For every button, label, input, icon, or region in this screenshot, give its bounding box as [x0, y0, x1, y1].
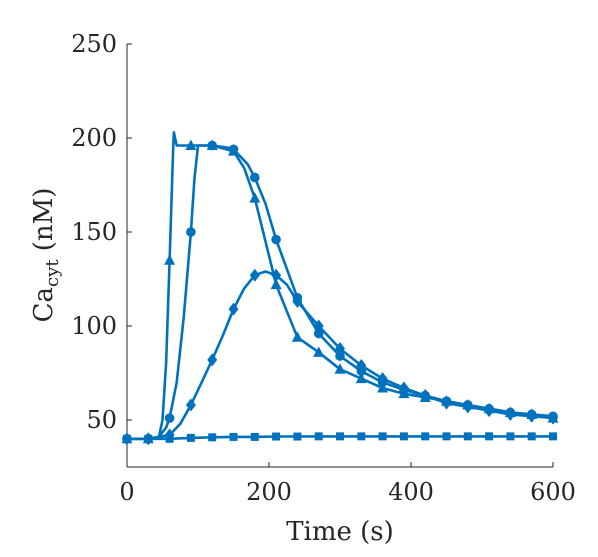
y-ticks: 50 100 150 200 250 — [71, 30, 132, 434]
y-tick-label: 250 — [71, 30, 117, 58]
data-point-circle — [228, 144, 239, 155]
data-point-circle — [250, 172, 260, 183]
y-tick-label: 50 — [86, 406, 117, 434]
y-axis-title-unit: (nM) — [29, 188, 59, 260]
data-point-square — [336, 432, 344, 441]
data-point-diamond — [335, 342, 345, 356]
data-point-triangle — [313, 346, 325, 357]
data-point-square — [485, 432, 494, 441]
y-tick-label: 200 — [71, 124, 117, 152]
data-point-circle — [335, 351, 345, 361]
y-axis-title-subscript: cyt — [42, 259, 63, 287]
data-point-square — [399, 432, 408, 441]
y-axis-title-main: Ca — [29, 287, 59, 322]
data-point-circle — [164, 413, 175, 423]
data-point-square — [293, 432, 302, 441]
data-point-square — [186, 433, 195, 442]
data-point-diamond — [548, 411, 558, 425]
data-point-diamond — [185, 398, 196, 412]
data-point-diamond — [462, 400, 473, 414]
data-point-circle — [207, 140, 217, 151]
data-point-diamond — [271, 268, 282, 282]
data-point-square — [250, 432, 259, 441]
data-point-triangle — [164, 254, 176, 265]
data-point-square — [165, 434, 174, 443]
y-tick-label: 150 — [71, 218, 117, 246]
x-ticks: 0 200 400 600 — [119, 462, 576, 506]
data-point-triangle — [334, 363, 346, 374]
data-point-triangle — [291, 331, 303, 342]
x-tick-label: 0 — [119, 478, 134, 506]
data-point-triangle — [270, 278, 282, 290]
x-axis-title: Time (s) — [286, 517, 394, 547]
data-point-diamond — [313, 319, 324, 333]
data-point-square — [229, 432, 238, 441]
data-point-square — [506, 432, 515, 441]
data-point-triangle — [249, 192, 261, 203]
series-square — [123, 432, 557, 443]
data-point-diamond — [356, 358, 367, 372]
data-point-square — [442, 432, 451, 441]
data-point-square — [463, 432, 472, 441]
axes — [126, 44, 553, 468]
data-point-square — [357, 432, 366, 441]
series-circle — [122, 140, 558, 444]
data-point-diamond — [398, 381, 409, 395]
data-point-diamond — [505, 407, 516, 421]
data-point-circle — [271, 234, 281, 245]
data-point-square — [144, 434, 153, 443]
data-point-square — [272, 432, 281, 441]
data-point-circle — [186, 227, 196, 237]
data-point-triangle — [185, 139, 197, 151]
data-point-diamond — [441, 396, 452, 410]
data-point-square — [549, 432, 557, 441]
series-line-diamond — [125, 270, 555, 441]
data-point-square — [527, 432, 536, 441]
data-point-diamond — [484, 404, 495, 418]
data-point-diamond — [207, 353, 218, 367]
series-line-circle — [125, 144, 555, 441]
data-point-circle — [313, 328, 324, 339]
data-point-square — [208, 433, 217, 442]
data-point-square — [314, 432, 323, 441]
x-tick-label: 600 — [530, 478, 576, 506]
series-layer — [121, 131, 559, 446]
y-axis-title: Cacyt (nM) — [29, 188, 63, 323]
data-point-diamond — [292, 295, 303, 309]
data-point-square — [421, 432, 430, 441]
data-point-square — [123, 434, 131, 443]
x-tick-label: 400 — [388, 478, 434, 506]
data-point-triangle — [377, 382, 389, 393]
data-point-diamond — [249, 268, 260, 282]
data-point-diamond — [228, 302, 239, 316]
series-line-triangle — [125, 131, 555, 441]
data-point-diamond — [420, 389, 431, 403]
data-point-diamond — [526, 409, 537, 423]
data-point-square — [378, 432, 387, 441]
y-tick-label: 100 — [71, 312, 117, 340]
data-point-triangle — [355, 372, 367, 384]
data-point-diamond — [377, 372, 388, 386]
x-tick-label: 200 — [246, 478, 292, 506]
